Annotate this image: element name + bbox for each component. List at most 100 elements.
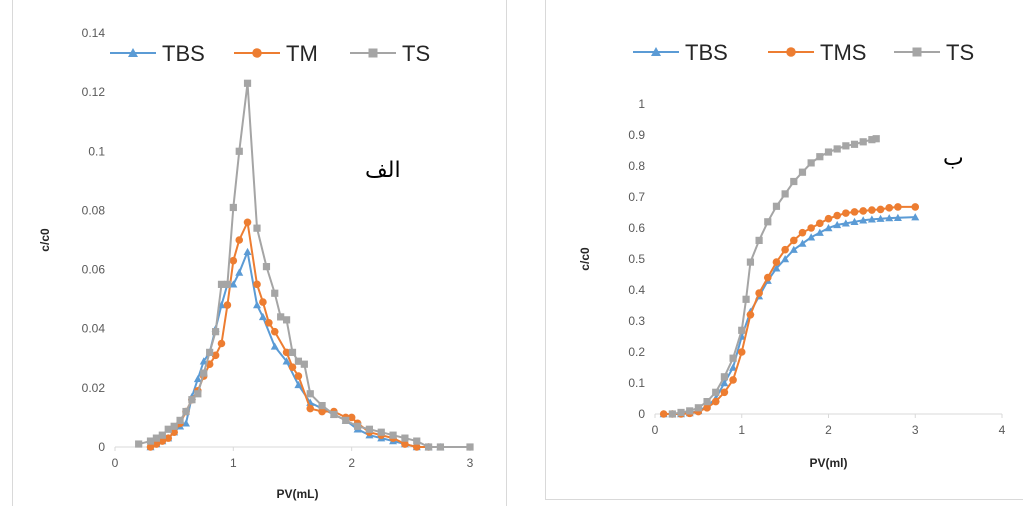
data-point-tbs (229, 280, 238, 288)
data-point-tms (885, 204, 894, 212)
legend-label: TBS (685, 40, 728, 65)
data-point-ts (342, 416, 350, 424)
data-point-ts (271, 289, 279, 297)
data-point-tm (282, 348, 291, 357)
data-point-ts (850, 140, 859, 148)
data-point-ts (755, 236, 763, 244)
y-tick-label: 0.7 (628, 190, 645, 204)
y-tick-label: 0.4 (628, 283, 645, 297)
data-point-ts (211, 328, 220, 336)
data-point-ts (790, 177, 798, 186)
data-point-tbs (815, 228, 824, 236)
x-tick-label: 1 (230, 456, 237, 470)
data-point-ts (842, 142, 850, 150)
data-point-ts (194, 390, 202, 398)
data-point-tm (229, 256, 238, 265)
data-point-tbs (294, 380, 303, 389)
data-point-ts (807, 159, 815, 167)
data-point-tbs (876, 214, 885, 222)
data-point-ts (712, 388, 720, 396)
y-tick-label: 0.08 (82, 203, 106, 217)
legend-label: TM (286, 41, 318, 66)
data-point-ts (377, 428, 385, 436)
data-point-tbs (789, 245, 798, 253)
legend-triangle-icon (651, 47, 661, 56)
data-point-tms (859, 207, 867, 215)
data-point-tms (729, 376, 737, 384)
data-point-ts (703, 398, 711, 406)
y-tick-label: 0 (638, 407, 645, 421)
data-point-tm (265, 319, 273, 327)
y-tick-label: 0.12 (82, 85, 106, 99)
data-point-ts (152, 434, 161, 442)
data-point-tbs (885, 214, 894, 222)
data-point-ts (164, 425, 172, 433)
data-point-ts (466, 443, 474, 451)
data-point-tm (152, 440, 161, 448)
data-point-ts (200, 369, 208, 377)
data-point-ts (798, 168, 807, 176)
data-point-tms (876, 205, 885, 214)
data-point-tms (868, 206, 876, 214)
data-point-tms (746, 311, 755, 319)
data-point-tbs (807, 233, 816, 241)
data-point-tm (401, 440, 409, 448)
data-point-tm (146, 443, 155, 451)
data-point-tm (288, 363, 297, 371)
data-point-ts (668, 410, 676, 418)
data-point-tbs (824, 224, 833, 232)
x-tick-label: 4 (999, 423, 1006, 437)
x-tick-label: 0 (652, 423, 659, 437)
data-point-ts (182, 407, 190, 416)
data-point-tbs (867, 215, 876, 223)
y-tick-label: 0.02 (82, 381, 106, 395)
y-tick-label: 0.9 (628, 128, 645, 142)
data-point-ts (872, 135, 880, 143)
data-point-tm (158, 437, 167, 445)
data-point-tbs (193, 374, 202, 383)
legend-circle-icon (786, 47, 796, 57)
data-point-ts (146, 437, 155, 445)
y-tick-label: 0.8 (628, 159, 645, 173)
data-point-ts (262, 263, 271, 271)
data-point-tm (412, 443, 421, 451)
y-tick-label: 0 (98, 440, 105, 454)
y-tick-label: 0.1 (628, 376, 645, 390)
data-point-ts (833, 145, 841, 153)
y-tick-label: 0.5 (628, 252, 645, 266)
data-point-ts (217, 280, 226, 288)
data-point-tms (737, 348, 746, 356)
data-point-ts (742, 295, 750, 303)
legend-label: TS (402, 41, 430, 66)
data-point-ts (300, 360, 308, 368)
data-point-tbs (859, 216, 868, 224)
data-point-tbs (911, 213, 920, 221)
legend-circle-icon (252, 48, 262, 58)
x-tick-label: 3 (912, 423, 919, 437)
data-point-tbs (270, 342, 279, 350)
data-point-tbs (841, 219, 850, 227)
y-tick-label: 0.14 (82, 26, 106, 40)
legend-label: TBS (162, 41, 205, 66)
data-point-tm (211, 351, 220, 360)
y-tick-label: 0.3 (628, 314, 645, 328)
data-point-ts (330, 410, 338, 419)
data-point-tbs (893, 213, 902, 221)
data-point-ts (781, 190, 789, 198)
data-point-tm (164, 434, 173, 442)
data-point-tbs (253, 301, 261, 309)
data-point-tm (318, 407, 326, 416)
data-point-ts (413, 437, 421, 445)
data-point-ts (764, 218, 772, 226)
x-tick-label: 2 (348, 456, 355, 470)
data-point-ts (282, 316, 291, 324)
chart-left-svg: 0 0.02 0.04 0.06 0.08 0.1 0.12 0.14 0 1 2 3 PV(mL) c/… (38, 26, 474, 501)
data-point-tm (243, 218, 252, 227)
data-point-tms (755, 289, 763, 297)
data-point-ts (694, 404, 702, 412)
data-point-ts (738, 326, 746, 334)
data-point-ts (318, 402, 326, 410)
y-tick-label: 0.06 (82, 263, 106, 277)
data-point-ts (729, 354, 737, 362)
data-point-tms (772, 258, 781, 266)
